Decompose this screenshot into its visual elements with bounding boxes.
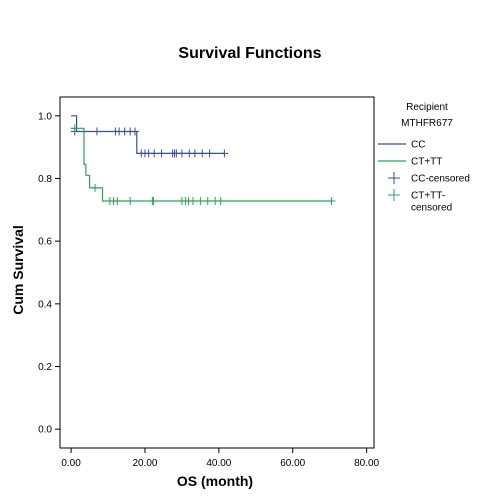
- y-tick-label: 0.0: [38, 425, 52, 436]
- x-axis: 0.00 20.00 40.00 60.00 80.00: [61, 448, 380, 469]
- y-tick-label: 0.4: [38, 299, 52, 310]
- censored-mark-ct-tt: [196, 197, 205, 206]
- censored-mark-cc: [157, 149, 166, 158]
- legend-label-cc: CC: [411, 140, 425, 151]
- y-tick-label: 0.2: [38, 362, 52, 373]
- censored-mark-cc: [190, 149, 199, 158]
- legend-marker-cc-censored: [388, 172, 400, 184]
- censored-mark-cc: [177, 149, 186, 158]
- y-tick-label: 0.6: [38, 237, 52, 248]
- censored-mark-ct-tt: [113, 197, 122, 206]
- series-line-ct-tt: [71, 127, 334, 202]
- y-tick-label: 0.8: [38, 174, 52, 185]
- legend-title: MTHFR677: [401, 118, 453, 129]
- x-axis-label: OS (month): [177, 473, 253, 489]
- censored-mark-ct-tt: [203, 197, 212, 206]
- censored-mark-ct-tt: [149, 197, 158, 206]
- censored-mark-ct-tt: [327, 197, 336, 206]
- censored-mark-ct-tt: [91, 183, 100, 192]
- x-tick-label: 60.00: [280, 458, 305, 469]
- censored-mark-cc: [220, 149, 229, 158]
- censored-mark-cc: [150, 149, 159, 158]
- censored-mark-ct-tt: [70, 124, 79, 133]
- legend-label-ct-tt-censored: CT+TT-: [411, 191, 445, 202]
- censored-mark-ct-tt: [126, 197, 135, 206]
- y-axis-label: Cum Survival: [10, 225, 26, 314]
- x-tick-label: 20.00: [132, 458, 157, 469]
- y-axis: 0.0 0.2 0.4 0.6 0.8 1.0: [38, 111, 60, 436]
- legend-marker-ct-tt-censored: [388, 189, 400, 201]
- censored-mark-cc: [198, 149, 207, 158]
- legend-title: Recipient: [406, 102, 448, 113]
- x-tick-label: 80.00: [354, 458, 379, 469]
- x-tick-label: 0.00: [61, 458, 81, 469]
- censored-mark-cc: [92, 127, 101, 136]
- legend-label-ct-tt-censored: censored: [411, 203, 452, 214]
- censored-mark-cc: [205, 149, 214, 158]
- censored-mark-ct-tt: [216, 197, 225, 206]
- legend: Recipient MTHFR677 CC CT+TT CC-censored CT+TT…: [378, 102, 470, 214]
- censored-mark-cc: [130, 127, 139, 136]
- censored-mark-ct-tt: [188, 197, 197, 206]
- plot-frame: [59, 96, 375, 449]
- series-layer: [70, 115, 336, 206]
- x-tick-label: 40.00: [206, 458, 231, 469]
- y-tick-label: 1.0: [38, 111, 52, 122]
- chart-title: Survival Functions: [178, 45, 321, 62]
- legend-label-cc-censored: CC-censored: [411, 174, 470, 185]
- legend-label-ct-tt: CT+TT: [411, 157, 442, 168]
- series-line-cc: [71, 115, 225, 154]
